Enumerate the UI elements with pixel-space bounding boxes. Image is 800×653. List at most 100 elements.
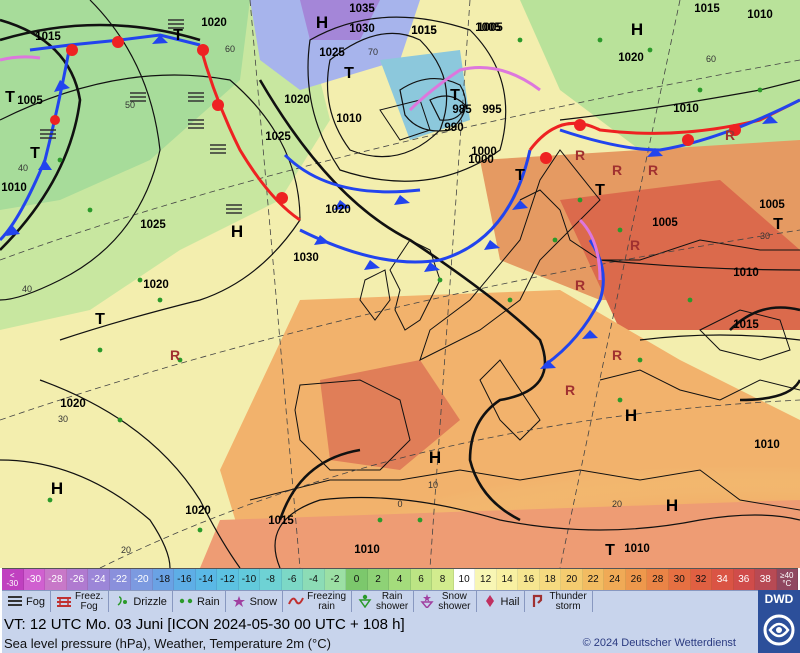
scale-value: 12 <box>475 569 497 590</box>
temperature-contour-label: 50 <box>125 100 135 110</box>
isobar-label: 1020 <box>185 505 211 517</box>
isobar-label: 1020 <box>618 52 644 64</box>
isobar-label: 1020 <box>284 94 310 106</box>
svg-text:R: R <box>648 162 658 178</box>
legend-item-freezing-fog: Freez. Fog <box>51 591 110 613</box>
high-pressure-center: H <box>631 20 643 39</box>
isobar-label: 1005 <box>475 22 501 34</box>
snow-shower-icon <box>419 593 435 611</box>
isobar-label: 1035 <box>349 3 375 15</box>
valid-time: VT: 12 UTC Mo. 03 Juni [ICON 2024-05-30 … <box>4 616 405 633</box>
info-panel: VT: 12 UTC Mo. 03 Juni [ICON 2024-05-30 … <box>2 612 758 653</box>
high-pressure-center: H <box>231 222 243 241</box>
isobar-label: 1010 <box>754 439 780 451</box>
isobar-label: 1030 <box>349 23 375 35</box>
temperature-contour-label: 40 <box>22 284 32 294</box>
low-pressure-center: T <box>595 182 605 199</box>
thunderstorm-icon <box>530 594 546 611</box>
low-pressure-center: T <box>450 87 460 104</box>
dwd-logo-emblem <box>763 614 795 646</box>
rain-icon <box>178 594 194 611</box>
temperature-contour-label: 60 <box>706 54 716 64</box>
low-pressure-center: T <box>95 311 105 328</box>
legend-label: Snow shower <box>438 591 471 612</box>
isobar-label: 1010 <box>733 267 759 279</box>
isobar-label: 1020 <box>60 398 86 410</box>
weather-legend: Fog Freez. Fog Drizzle Rain Snow Freezing rai… <box>2 590 758 614</box>
svg-text:R: R <box>565 382 575 398</box>
dwd-logo: DWD <box>758 590 800 653</box>
svg-text:R: R <box>725 127 735 143</box>
legend-label: Drizzle <box>133 596 167 608</box>
pressure-labels: HHHHHHHTTTTTTTTTT10351030102510201015101… <box>1 3 785 559</box>
temperature-contour-label: 20 <box>612 499 622 509</box>
scale-value: 26 <box>625 569 648 590</box>
legend-item-snow-shower: Snow shower <box>414 591 477 613</box>
scale-value: 8 <box>432 569 454 590</box>
legend-label: Snow <box>249 596 278 608</box>
scale-value: -24 <box>88 569 110 590</box>
isobar-label: 1030 <box>293 252 319 264</box>
isobar-label: 1010 <box>1 182 27 194</box>
isobar-label: 990 <box>444 122 463 134</box>
copyright: © 2024 Deutscher Wetterdienst <box>582 637 736 649</box>
isobar-label: 1020 <box>325 204 351 216</box>
isobar-label: 1015 <box>268 515 294 527</box>
scale-value: 4 <box>389 569 411 590</box>
isobar-label: 1005 <box>477 22 503 34</box>
scale-value: -28 <box>45 569 67 590</box>
legend-label: Hail <box>500 596 520 608</box>
fog-icon <box>7 594 23 611</box>
isobar-label: 1010 <box>624 543 650 555</box>
isobar-label: 1025 <box>140 219 166 231</box>
scale-value: 34 <box>712 569 734 590</box>
isobar-label: 1000 <box>468 154 494 166</box>
isobar-label: 1015 <box>733 319 759 331</box>
svg-text:R: R <box>575 147 585 163</box>
legend-label: Freezing rain <box>307 591 346 612</box>
scale-value: 14 <box>496 569 519 590</box>
scale-value: 24 <box>604 569 626 590</box>
isobar-label: 995 <box>482 104 502 116</box>
scale-value: 0 <box>346 569 368 590</box>
isobar-label: 1025 <box>265 131 291 143</box>
scale-value: -16 <box>174 569 196 590</box>
high-pressure-center: H <box>316 13 328 32</box>
freezing-rain-icon <box>288 594 305 611</box>
isobar-label: 1015 <box>35 31 61 43</box>
isobar-label: 1015 <box>694 3 720 15</box>
weather-map: R R R R R R R R R H H H H H H H T T T T T T T T T T 1035 1… <box>0 0 800 568</box>
legend-label: Freez. Fog <box>74 591 104 612</box>
scale-value: -2 <box>324 569 347 590</box>
isobar-label: 1010 <box>747 9 773 21</box>
scale-max-label: ≥40 °C <box>776 569 799 590</box>
isobar-label: 1010 <box>336 113 362 125</box>
legend-label: Thunder storm <box>549 591 587 612</box>
isobar-label: 1020 <box>201 17 227 29</box>
temperature-contour-label: 20 <box>121 545 131 555</box>
isobar-label: 1010 <box>354 544 380 556</box>
temperature-contour-label: 10 <box>428 480 438 490</box>
high-pressure-center: H <box>625 406 637 425</box>
svg-text:R: R <box>612 162 622 178</box>
svg-text:R: R <box>612 347 622 363</box>
scale-value: 20 <box>561 569 583 590</box>
scale-value: -26 <box>66 569 89 590</box>
low-pressure-center: T <box>344 65 354 82</box>
scale-value: -30 <box>23 569 46 590</box>
scale-min-label: < -30 <box>2 569 24 590</box>
legend-item-snow: Snow <box>226 591 284 613</box>
high-pressure-center: H <box>666 496 678 515</box>
scale-value: 16 <box>518 569 540 590</box>
high-pressure-center: H <box>429 448 441 467</box>
low-pressure-center: T <box>173 27 183 44</box>
dwd-logo-text: DWD <box>764 592 794 606</box>
isobar-label: 1005 <box>652 217 678 229</box>
temperature-contour-label: 30 <box>58 414 68 424</box>
isobar-label: 1015 <box>411 25 437 37</box>
low-pressure-center: T <box>5 89 15 106</box>
low-pressure-center: T <box>30 145 40 162</box>
temperature-contour-label: 70 <box>368 47 378 57</box>
hail-icon <box>482 594 498 611</box>
isobar-label: 1015 <box>411 25 437 37</box>
